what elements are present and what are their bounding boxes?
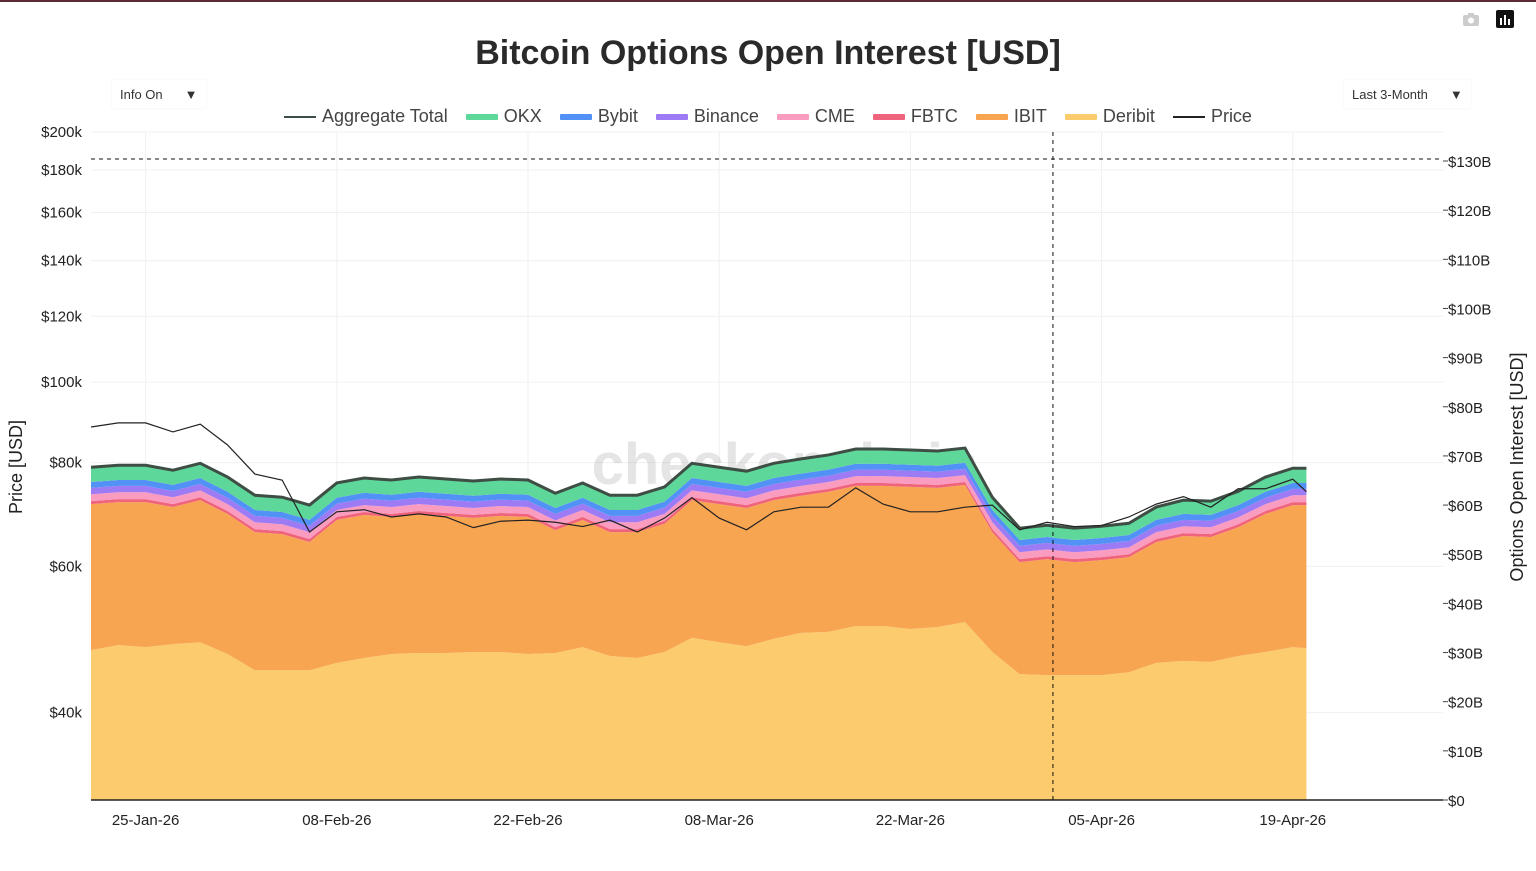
dropdown-arrow-icon: ▼ xyxy=(184,86,198,102)
left-tick-label: $60k xyxy=(49,558,82,575)
x-tick-label: 22-Mar-26 xyxy=(876,812,945,829)
info-toggle-dropdown[interactable]: Info On ▼ xyxy=(112,80,206,108)
legend-swatch xyxy=(975,113,1008,120)
legend-swatch xyxy=(872,113,905,120)
right-tick-label: $80B xyxy=(1448,400,1483,417)
legend-label: Bybit xyxy=(597,106,638,126)
legend-item-deribit[interactable]: Deribit xyxy=(1064,106,1155,127)
area-okx xyxy=(91,448,1307,540)
legend-label: Price xyxy=(1210,106,1252,126)
x-tick-label: 05-Apr-26 xyxy=(1068,812,1135,829)
x-tick-label: 25-Jan-26 xyxy=(112,812,180,829)
legend-item-aggregate-total[interactable]: Aggregate Total xyxy=(284,106,448,127)
dropdown-arrow-icon: ▼ xyxy=(1449,86,1463,102)
right-tick-label: $100B xyxy=(1448,301,1491,318)
right-tick-label: $90B xyxy=(1448,351,1483,368)
area-binance xyxy=(91,468,1307,553)
legend-label: FBTC xyxy=(910,106,958,126)
legend-label: OKX xyxy=(503,106,542,126)
left-axis-title: Price [USD] xyxy=(6,420,26,514)
bar-chart-icon[interactable] xyxy=(1496,10,1514,28)
area-fbtc xyxy=(91,481,1307,563)
area-ibit xyxy=(91,484,1307,676)
left-tick-label: $100k xyxy=(41,374,82,391)
left-tick-label: $180k xyxy=(41,162,82,179)
legend-swatch xyxy=(559,113,592,120)
legend-swatch xyxy=(1064,113,1097,120)
left-tick-label: $140k xyxy=(41,253,82,270)
info-toggle-label: Info On xyxy=(120,86,163,102)
left-tick-label: $120k xyxy=(41,308,82,325)
right-tick-label: $40B xyxy=(1448,596,1483,613)
legend-item-cme[interactable]: CME xyxy=(776,106,855,127)
chart-legend: Aggregate Total OKX Bybit Binance CME FBTC IBI… xyxy=(0,106,1536,127)
legend-item-ibit[interactable]: IBIT xyxy=(975,106,1047,127)
legend-label: Deribit xyxy=(1102,106,1155,126)
aggregate-total-line xyxy=(90,446,1307,530)
left-tick-label: $160k xyxy=(41,205,82,222)
right-tick-label: $50B xyxy=(1448,547,1483,564)
toolbar xyxy=(1462,10,1514,28)
right-tick-label: $130B xyxy=(1448,154,1491,171)
right-tick-label: $10B xyxy=(1448,744,1483,761)
x-tick-label: 22-Feb-26 xyxy=(493,812,562,829)
legend-item-fbtc[interactable]: FBTC xyxy=(872,106,958,127)
legend-item-price[interactable]: Price xyxy=(1172,106,1252,127)
legend-label: IBIT xyxy=(1013,106,1047,126)
time-range-dropdown[interactable]: Last 3-Month ▼ xyxy=(1344,80,1471,108)
legend-label: Binance xyxy=(693,106,759,126)
right-tick-label: $60B xyxy=(1448,498,1483,515)
legend-swatch xyxy=(655,113,688,120)
legend-item-binance[interactable]: Binance xyxy=(655,106,759,127)
left-tick-label: $40k xyxy=(49,705,82,722)
right-tick-label: $70B xyxy=(1448,449,1483,466)
legend-label: Aggregate Total xyxy=(322,106,448,126)
right-axis-title: Options Open Interest [USD] xyxy=(1507,352,1527,581)
right-tick-label: $0 xyxy=(1448,793,1465,810)
x-tick-label: 19-Apr-26 xyxy=(1259,812,1326,829)
legend-swatch xyxy=(776,113,809,120)
left-tick-label: $80k xyxy=(49,455,82,472)
time-range-label: Last 3-Month xyxy=(1352,86,1428,102)
area-bybit xyxy=(91,462,1307,546)
legend-swatch xyxy=(465,113,498,120)
legend-label: CME xyxy=(814,106,855,126)
area-deribit xyxy=(91,622,1307,800)
camera-icon[interactable] xyxy=(1462,10,1480,28)
legend-item-bybit[interactable]: Bybit xyxy=(559,106,638,127)
right-tick-label: $110B xyxy=(1448,252,1490,269)
legend-swatch xyxy=(1172,115,1205,118)
right-tick-label: $120B xyxy=(1448,203,1491,220)
chart-title: Bitcoin Options Open Interest [USD] xyxy=(475,34,1061,72)
price-line xyxy=(90,422,1307,533)
x-tick-label: 08-Feb-26 xyxy=(302,812,371,829)
legend-swatch xyxy=(284,115,317,118)
left-tick-label: $200k xyxy=(41,124,82,141)
x-tick-label: 08-Mar-26 xyxy=(685,812,754,829)
legend-item-okx[interactable]: OKX xyxy=(465,106,542,127)
area-cme xyxy=(91,475,1307,560)
right-tick-label: $30B xyxy=(1448,646,1483,663)
right-tick-label: $20B xyxy=(1448,695,1483,712)
